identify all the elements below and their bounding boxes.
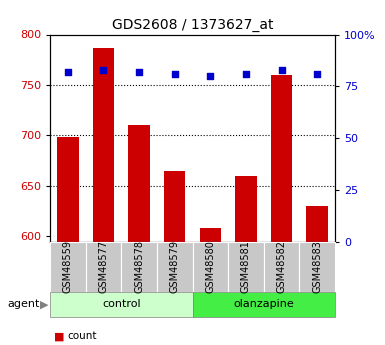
- Text: GSM48578: GSM48578: [134, 240, 144, 293]
- Point: [65, 69, 71, 75]
- Bar: [271, 75, 292, 345]
- Text: GSM48581: GSM48581: [241, 240, 251, 293]
- Point: [100, 67, 107, 72]
- Bar: [235, 176, 257, 345]
- Point: [278, 67, 285, 72]
- Bar: [93, 48, 114, 345]
- Bar: [306, 206, 328, 345]
- Text: olanzapine: olanzapine: [233, 299, 294, 309]
- Text: count: count: [67, 332, 97, 341]
- Text: ▶: ▶: [40, 299, 49, 309]
- Point: [207, 73, 213, 79]
- Text: GSM48579: GSM48579: [170, 240, 180, 293]
- Title: GDS2608 / 1373627_at: GDS2608 / 1373627_at: [112, 18, 273, 32]
- Text: GSM48583: GSM48583: [312, 240, 322, 293]
- Text: GSM48580: GSM48580: [205, 240, 215, 293]
- Point: [314, 71, 320, 77]
- Text: GSM48577: GSM48577: [99, 240, 109, 293]
- Text: agent: agent: [8, 299, 40, 309]
- Text: GSM48559: GSM48559: [63, 240, 73, 293]
- Point: [136, 69, 142, 75]
- Text: ■: ■: [54, 332, 64, 341]
- Bar: [164, 171, 186, 345]
- Bar: [57, 138, 79, 345]
- Bar: [128, 125, 150, 345]
- Bar: [199, 228, 221, 345]
- Point: [172, 71, 178, 77]
- Text: GSM48582: GSM48582: [276, 240, 286, 293]
- Point: [243, 71, 249, 77]
- Text: control: control: [102, 299, 141, 309]
